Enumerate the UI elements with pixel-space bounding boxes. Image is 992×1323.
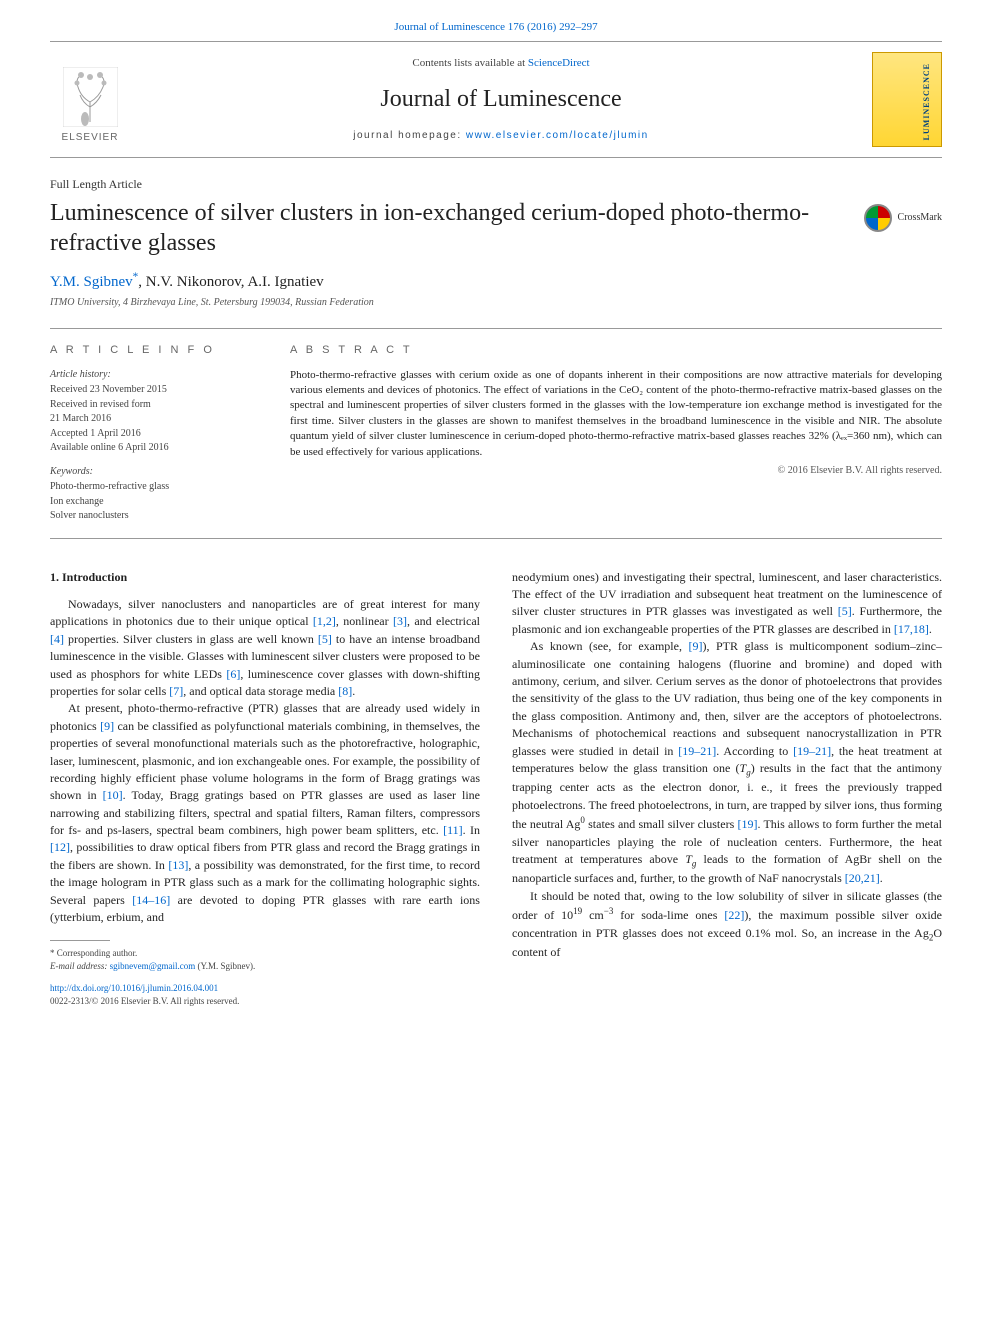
ref-link[interactable]: [5] (318, 632, 332, 646)
author-corresponding[interactable]: Y.M. Sgibnev (50, 274, 133, 290)
ref-link[interactable]: [13] (168, 858, 188, 872)
history-line: 21 March 2016 (50, 412, 250, 426)
ref-link[interactable]: [5] (838, 604, 852, 618)
paragraph: As known (see, for example, [9]), PTR gl… (512, 638, 942, 888)
ref-link[interactable]: [19] (737, 817, 757, 831)
contents-prefix: Contents lists available at (412, 57, 527, 69)
top-citation-link[interactable]: Journal of Luminescence 176 (2016) 292–2… (50, 20, 942, 35)
history-line: Available online 6 April 2016 (50, 441, 250, 455)
ref-link[interactable]: [22] (724, 908, 744, 922)
ref-link[interactable]: [12] (50, 840, 70, 854)
elsevier-label: ELSEVIER (62, 131, 119, 145)
affiliation: ITMO University, 4 Birzhevaya Line, St. … (50, 296, 942, 310)
article-type: Full Length Article (50, 176, 942, 192)
email-suffix: (Y.M. Sgibnev). (195, 961, 255, 971)
crossmark-label: CrossMark (898, 211, 942, 225)
meta-abstract-block: A R T I C L E I N F O Article history: R… (50, 328, 942, 539)
ref-link[interactable]: [19–21] (678, 744, 716, 758)
keyword: Solver nanoclusters (50, 509, 250, 523)
history-line: Received 23 November 2015 (50, 383, 250, 397)
history-label: Article history: (50, 368, 250, 382)
email-label: E-mail address: (50, 961, 110, 971)
contents-line: Contents lists available at ScienceDirec… (130, 56, 872, 71)
journal-cover-label: LUMINESCENCE (922, 63, 933, 140)
paragraph: Nowadays, silver nanoclusters and nanopa… (50, 596, 480, 700)
journal-header: ELSEVIER Contents lists available at Sci… (50, 41, 942, 158)
history-line: Accepted 1 April 2016 (50, 427, 250, 441)
ref-link[interactable]: [3] (393, 614, 407, 628)
article-title: Luminescence of silver clusters in ion-e… (50, 198, 844, 258)
paragraph: It should be noted that, owing to the lo… (512, 888, 942, 962)
keyword: Ion exchange (50, 495, 250, 509)
ref-link[interactable]: [14–16] (132, 893, 170, 907)
journal-homepage-line: journal homepage: www.elsevier.com/locat… (130, 129, 872, 143)
ref-link[interactable]: [9] (688, 639, 702, 653)
email-line: E-mail address: sgibnevem@gmail.com (Y.M… (50, 960, 480, 973)
corresponding-author-footnote: * Corresponding author. E-mail address: … (50, 947, 480, 973)
sciencedirect-link[interactable]: ScienceDirect (528, 57, 590, 69)
ref-link[interactable]: [8] (338, 684, 352, 698)
elsevier-logo[interactable]: ELSEVIER (50, 54, 130, 144)
abstract-text: Photo-thermo-refractive glasses with cer… (290, 368, 942, 460)
footnote-separator (50, 940, 110, 941)
journal-name: Journal of Luminescence (130, 83, 872, 115)
paragraph: neodymium ones) and investigating their … (512, 569, 942, 639)
issn-copyright-line: 0022-2313/© 2016 Elsevier B.V. All right… (50, 995, 480, 1008)
journal-header-center: Contents lists available at ScienceDirec… (130, 56, 872, 143)
ref-link[interactable]: [17,18] (894, 622, 929, 636)
ref-link[interactable]: [19–21] (793, 744, 831, 758)
ref-link[interactable]: [7] (169, 684, 183, 698)
authors-rest: , N.V. Nikonorov, A.I. Ignatiev (138, 274, 323, 290)
homepage-prefix: journal homepage: (353, 130, 466, 141)
ref-link[interactable]: [1,2] (313, 614, 336, 628)
keywords-label: Keywords: (50, 465, 250, 479)
ref-link[interactable]: [20,21] (845, 871, 880, 885)
abstract-copyright: © 2016 Elsevier B.V. All rights reserved… (290, 464, 942, 478)
body-text-columns: 1. Introduction Nowadays, silver nanoclu… (50, 569, 942, 1008)
elsevier-tree-icon (63, 67, 118, 127)
ref-link[interactable]: [6] (226, 667, 240, 681)
doi-block: http://dx.doi.org/10.1016/j.jlumin.2016.… (50, 982, 480, 1008)
section-heading-introduction: 1. Introduction (50, 569, 480, 586)
journal-cover-thumbnail[interactable]: LUMINESCENCE (872, 52, 942, 147)
ref-link[interactable]: [11] (443, 823, 463, 837)
ref-link[interactable]: [10] (103, 788, 123, 802)
paragraph: At present, photo-thermo-refractive (PTR… (50, 700, 480, 926)
top-citation-text: Journal of Luminescence 176 (2016) 292–2… (394, 21, 597, 33)
authors-line: Y.M. Sgibnev*, N.V. Nikonorov, A.I. Igna… (50, 270, 942, 292)
doi-link[interactable]: http://dx.doi.org/10.1016/j.jlumin.2016.… (50, 983, 218, 993)
title-row: Luminescence of silver clusters in ion-e… (50, 198, 942, 258)
email-link[interactable]: sgibnevem@gmail.com (110, 961, 196, 971)
ref-link[interactable]: [9] (100, 719, 114, 733)
keyword: Photo-thermo-refractive glass (50, 480, 250, 494)
article-info-heading: A R T I C L E I N F O (50, 343, 250, 358)
crossmark-badge[interactable]: CrossMark (864, 204, 942, 232)
history-line: Received in revised form (50, 398, 250, 412)
abstract-column: A B S T R A C T Photo-thermo-refractive … (290, 343, 942, 524)
ref-link[interactable]: [4] (50, 632, 64, 646)
article-info-column: A R T I C L E I N F O Article history: R… (50, 343, 250, 524)
crossmark-icon (864, 204, 892, 232)
homepage-link[interactable]: www.elsevier.com/locate/jlumin (466, 130, 649, 141)
abstract-heading: A B S T R A C T (290, 343, 942, 358)
corr-author-label: * Corresponding author. (50, 947, 480, 960)
